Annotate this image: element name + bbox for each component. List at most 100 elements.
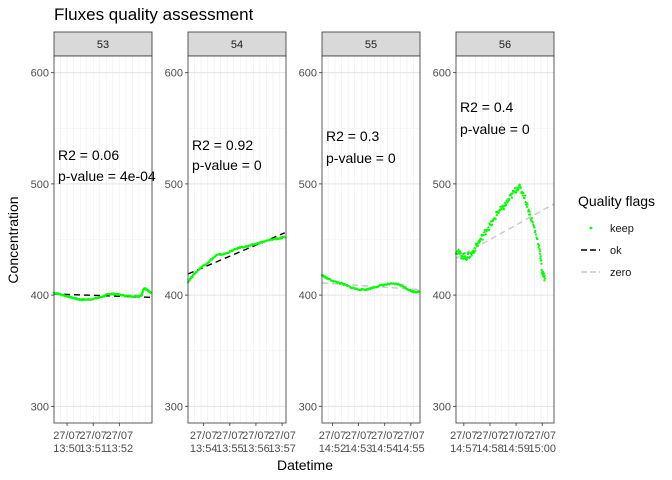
- y-tick-label: 400: [31, 290, 49, 302]
- keep-point: [457, 248, 460, 251]
- keep-point: [542, 272, 545, 275]
- facet-panel-56: 56 R2 = 0.4 p-value = 0 300 400 500 600 27/07 14…: [433, 31, 556, 455]
- y-tick-label: 300: [31, 401, 49, 413]
- keep-point: [476, 244, 480, 247]
- keep-point: [537, 246, 540, 249]
- x-tick-label: 27/07 13:50: [53, 430, 81, 455]
- keep-points: [52, 286, 152, 302]
- y-tick-label: 600: [299, 68, 317, 80]
- x-tick-label: 27/07 13:55: [216, 430, 244, 455]
- facet-strip-label: 55: [365, 39, 377, 51]
- facet-strip: [321, 31, 421, 57]
- keep-point: [463, 252, 466, 255]
- keep-point: [521, 194, 525, 197]
- keep-point: [508, 198, 511, 201]
- x-tick-label: 27/07 14:53: [345, 430, 373, 455]
- y-tick-label: 500: [31, 179, 49, 191]
- keep-point: [495, 213, 498, 217]
- p-value-annotation: p-value = 0: [326, 150, 396, 166]
- keep-point: [500, 207, 503, 211]
- keep-point: [461, 255, 464, 258]
- keep-point: [523, 194, 527, 197]
- facet-strip-label: 53: [97, 39, 109, 51]
- legend: Quality flags keep ok zero: [578, 193, 655, 279]
- keep-point: [477, 241, 481, 244]
- keep-point: [531, 221, 534, 224]
- keep-point: [473, 251, 476, 254]
- keep-point: [494, 217, 497, 220]
- keep-point: [539, 257, 542, 260]
- panel-border: [321, 55, 421, 424]
- legend-item-keep: keep: [589, 223, 634, 235]
- x-tick-label: 27/07 15:00: [528, 430, 556, 455]
- p-value-annotation: p-value = 4e-04: [58, 168, 156, 184]
- p-value-annotation: p-value = 0: [460, 121, 530, 137]
- keep-point: [543, 277, 546, 280]
- keep-point: [515, 191, 518, 194]
- keep-point: [502, 208, 506, 211]
- facet-strip: [53, 31, 153, 57]
- keep-point: [539, 250, 542, 253]
- keep-point: [149, 291, 152, 294]
- x-tick-label: 27/07 14:52: [319, 430, 347, 455]
- keep-point: [487, 228, 491, 232]
- y-tick-label: 400: [433, 290, 451, 302]
- legend-label: zero: [610, 267, 631, 279]
- keep-point: [513, 186, 517, 190]
- x-tick-label: 27/07 13:54: [190, 430, 218, 455]
- keep-point: [530, 216, 533, 220]
- keep-point: [525, 205, 529, 208]
- facet-panel-55: 55 R2 = 0.3 p-value = 0 300 400 500 600 27/07 14…: [299, 31, 425, 455]
- facet-strip-label: 54: [231, 39, 243, 51]
- keep-point: [459, 252, 462, 255]
- keep-point: [540, 259, 543, 262]
- keep-point: [519, 186, 522, 190]
- keep-point: [540, 268, 543, 271]
- keep-point: [533, 226, 536, 229]
- keep-point: [490, 223, 494, 226]
- keep-point: [528, 210, 531, 213]
- legend-label: ok: [610, 245, 622, 257]
- keep-point: [523, 197, 526, 200]
- y-tick-label: 300: [165, 401, 183, 413]
- keep-point: [538, 248, 541, 251]
- keep-point: [505, 204, 508, 207]
- legend-key-point: [589, 226, 593, 230]
- keep-point: [536, 237, 539, 241]
- keep-point: [481, 238, 484, 241]
- x-tick-label: 27/07 14:57: [450, 430, 478, 455]
- y-tick-label: 300: [299, 401, 317, 413]
- keep-point: [497, 210, 500, 214]
- x-tick-label: 27/07 13:51: [79, 430, 107, 455]
- legend-item-ok: ok: [581, 245, 622, 257]
- x-tick-label: 27/07 14:58: [476, 430, 504, 455]
- keep-point: [473, 247, 476, 250]
- legend-item-zero: zero: [581, 267, 631, 279]
- keep-point: [534, 229, 537, 232]
- keep-point: [474, 249, 477, 252]
- facet-panel-54: 54 R2 = 0.92 p-value = 0 300 400 500 600 27/07 1…: [165, 31, 296, 455]
- y-tick-label: 400: [299, 290, 317, 302]
- keep-point: [482, 233, 485, 237]
- keep-point: [504, 201, 507, 205]
- fit-line-zero: [455, 203, 555, 260]
- x-tick-label: 27/07 13:56: [242, 430, 270, 455]
- keep-point: [522, 191, 525, 195]
- keep-point: [417, 290, 420, 293]
- keep-point: [478, 240, 482, 243]
- keep-point: [483, 231, 486, 234]
- fit-line-ok: [187, 232, 285, 275]
- x-tick-label: 27/07 14:54: [371, 430, 399, 455]
- keep-point: [511, 192, 514, 195]
- keep-point: [469, 255, 472, 258]
- r2-annotation: R2 = 0.06: [58, 147, 119, 163]
- panel-border: [455, 55, 555, 424]
- panel-grid: [54, 56, 152, 423]
- keep-point: [540, 262, 543, 265]
- keep-point: [538, 252, 541, 255]
- keep-point: [283, 236, 286, 239]
- facet-strip: [455, 31, 555, 57]
- keep-point: [499, 205, 502, 208]
- keep-point: [487, 226, 490, 229]
- panel-grid: [456, 56, 554, 423]
